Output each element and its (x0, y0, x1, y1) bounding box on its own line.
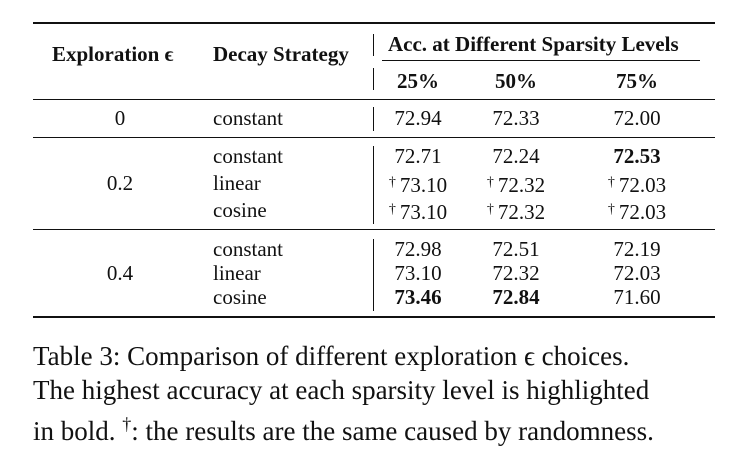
decay-cell: constant (213, 237, 283, 261)
acc-value: 72.33 (492, 106, 540, 130)
decay-cell: cosine (213, 285, 267, 309)
dagger-marker: † (486, 202, 494, 217)
acc-cell: 72.00 (597, 106, 677, 130)
acc-cell-best: 73.46 (378, 285, 458, 309)
acc-cell: 73.10 (378, 261, 458, 285)
header-separator-top (373, 34, 375, 56)
acc-cell: † 72.03 (594, 198, 680, 224)
acc-value: 71.60 (613, 285, 661, 309)
acc-value: 72.32 (497, 200, 546, 224)
acc-cell: 72.32 (476, 261, 556, 285)
acc-value: 72.00 (613, 106, 661, 130)
acc-cell: 72.71 (378, 144, 458, 168)
group-1-bottom-rule (33, 229, 715, 231)
group-0-separator (373, 107, 375, 131)
acc-cell: 72.24 (476, 144, 556, 168)
decay-cell: linear (213, 171, 261, 195)
caption-line-2: The highest accuracy at each sparsity le… (33, 375, 650, 405)
acc-value: 73.10 (399, 200, 448, 224)
decay-cell: constant (213, 106, 283, 130)
table-bottom-rule (33, 316, 715, 318)
header-exploration: Exploration ϵ (52, 42, 174, 66)
header-level-75: 75% (616, 69, 658, 93)
acc-cell: 72.94 (378, 106, 458, 130)
acc-value: 72.51 (492, 237, 540, 261)
caption-line-3: in bold. †: the results are the same cau… (33, 407, 733, 448)
decay-cell: cosine (213, 198, 267, 222)
acc-value: 72.53 (613, 144, 661, 168)
acc-cell: † 72.32 (473, 171, 559, 197)
acc-cell: 72.19 (597, 237, 677, 261)
header-level-25: 25% (397, 69, 439, 93)
acc-cell: 72.51 (476, 237, 556, 261)
decay-cell: linear (213, 261, 261, 285)
acc-value: 72.19 (613, 237, 661, 261)
header-acc-group: Acc. at Different Sparsity Levels (388, 32, 679, 56)
acc-cell: 72.98 (378, 237, 458, 261)
dagger-marker: † (607, 202, 615, 217)
group-0-bottom-rule (33, 137, 715, 139)
acc-cell: 71.60 (597, 285, 677, 309)
header-decay-strategy: Decay Strategy (213, 42, 349, 66)
dagger-marker: † (388, 175, 396, 190)
acc-value: 72.71 (394, 144, 442, 168)
caption-line-3-end: : the results are the same caused by ran… (131, 416, 654, 446)
caption-dagger-marker: † (122, 414, 132, 434)
header-level-50: 50% (495, 69, 537, 93)
acc-value: 72.84 (492, 285, 540, 309)
acc-value: 72.94 (394, 106, 442, 130)
acc-value: 73.46 (394, 285, 442, 309)
table-top-rule (33, 22, 715, 24)
group-2-separator (373, 239, 375, 311)
dagger-marker: † (607, 175, 615, 190)
acc-cell: 72.03 (597, 261, 677, 285)
acc-value: 72.03 (613, 261, 661, 285)
acc-value: 72.03 (618, 200, 667, 224)
acc-cell: † 73.10 (375, 171, 461, 197)
dagger-marker: † (486, 175, 494, 190)
acc-group-underline (382, 60, 700, 62)
exploration-value: 0 (114, 106, 126, 130)
dagger-marker: † (388, 202, 396, 217)
header-bottom-rule (33, 99, 715, 101)
caption-line-1: Table 3: Comparison of different explora… (33, 341, 630, 371)
acc-cell: 72.33 (476, 106, 556, 130)
acc-cell: † 72.03 (594, 171, 680, 197)
acc-value: 73.10 (394, 261, 442, 285)
header-separator-bottom (373, 68, 375, 90)
exploration-value: 0.4 (106, 261, 134, 285)
acc-value: 72.98 (394, 237, 442, 261)
acc-cell: † 72.32 (473, 198, 559, 224)
exploration-value: 0.2 (106, 171, 134, 195)
acc-value: 72.24 (492, 144, 540, 168)
table-caption: Table 3: Comparison of different explora… (33, 339, 733, 448)
acc-cell-best: 72.84 (476, 285, 556, 309)
acc-cell: † 73.10 (375, 198, 461, 224)
acc-value: 72.32 (492, 261, 540, 285)
caption-line-3-start: in bold. (33, 416, 123, 446)
acc-value: 73.10 (399, 173, 448, 197)
group-1-separator (373, 146, 375, 224)
acc-value: 72.03 (618, 173, 667, 197)
acc-value: 72.32 (497, 173, 546, 197)
decay-cell: constant (213, 144, 283, 168)
acc-cell-best: 72.53 (597, 144, 677, 168)
